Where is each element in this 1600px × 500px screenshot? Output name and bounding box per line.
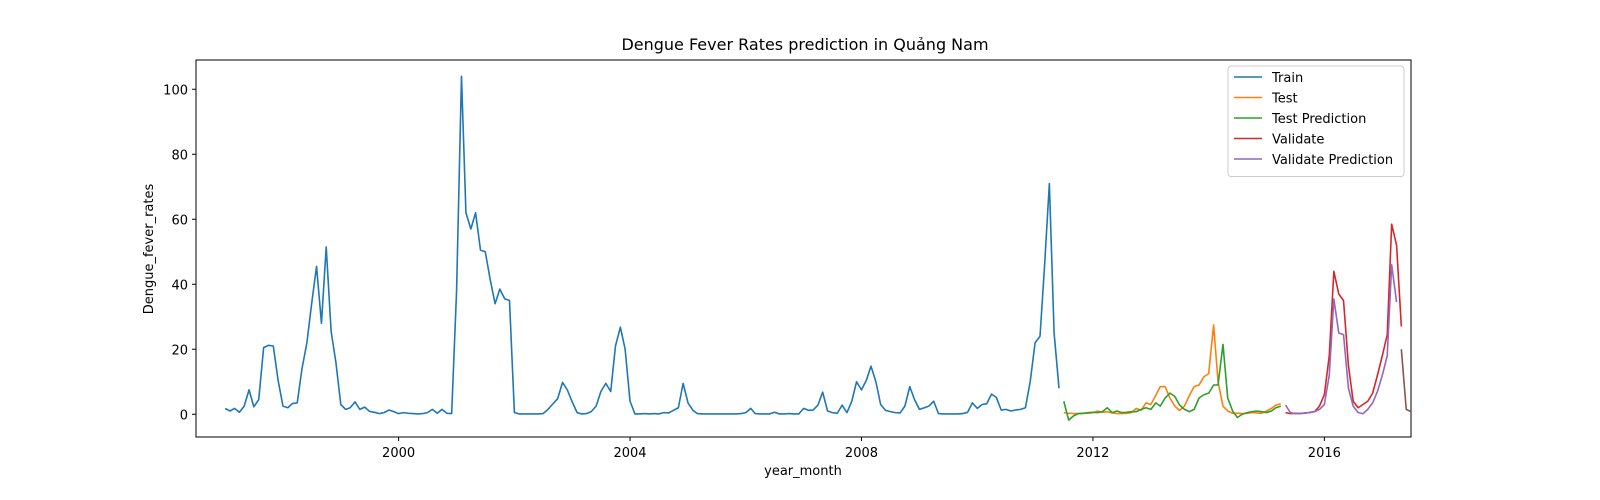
y-axis-label: Dengue_fever_rates (142, 184, 157, 315)
series-line-train (224, 75, 1060, 415)
legend-label-train: Train (1271, 71, 1303, 86)
y-tick-label: 80 (171, 148, 188, 163)
x-tick-label: 2016 (1308, 446, 1341, 461)
legend-box (1227, 65, 1405, 177)
legend-label-validate-prediction: Validate Prediction (1272, 153, 1393, 168)
y-tick-label: 60 (171, 213, 188, 228)
legend: Train Test Test Prediction Validate Validate… (1227, 65, 1405, 177)
x-tick-label: 2012 (1076, 446, 1109, 461)
legend-label-test-prediction: Test Prediction (1271, 112, 1366, 127)
series-line-test (1063, 324, 1281, 415)
series-line-unlabeled-5 (1400, 349, 1412, 413)
y-tick-label: 0 (180, 408, 188, 423)
x-axis: 2000 2004 2008 2012 2016 (382, 437, 1341, 461)
chart-title: Dengue Fever Rates prediction in Quảng N… (621, 35, 988, 54)
y-tick-label: 20 (171, 343, 188, 358)
series-layer (224, 75, 1412, 421)
x-tick-label: 2008 (845, 446, 878, 461)
y-tick-label: 100 (163, 83, 188, 98)
x-tick-label: 2000 (382, 446, 415, 461)
legend-label-test: Test (1271, 92, 1298, 107)
x-axis-label: year_month (764, 464, 842, 479)
legend-label-validate: Validate (1272, 133, 1324, 148)
series-line-validate (1285, 223, 1403, 415)
series-line-test-prediction (1062, 343, 1282, 421)
y-axis: 0 20 40 60 80 100 (163, 83, 196, 423)
series-line-validate-prediction (1284, 263, 1398, 415)
y-tick-label: 40 (171, 278, 188, 293)
plot-frame (195, 59, 1412, 438)
x-tick-label: 2004 (613, 446, 646, 461)
